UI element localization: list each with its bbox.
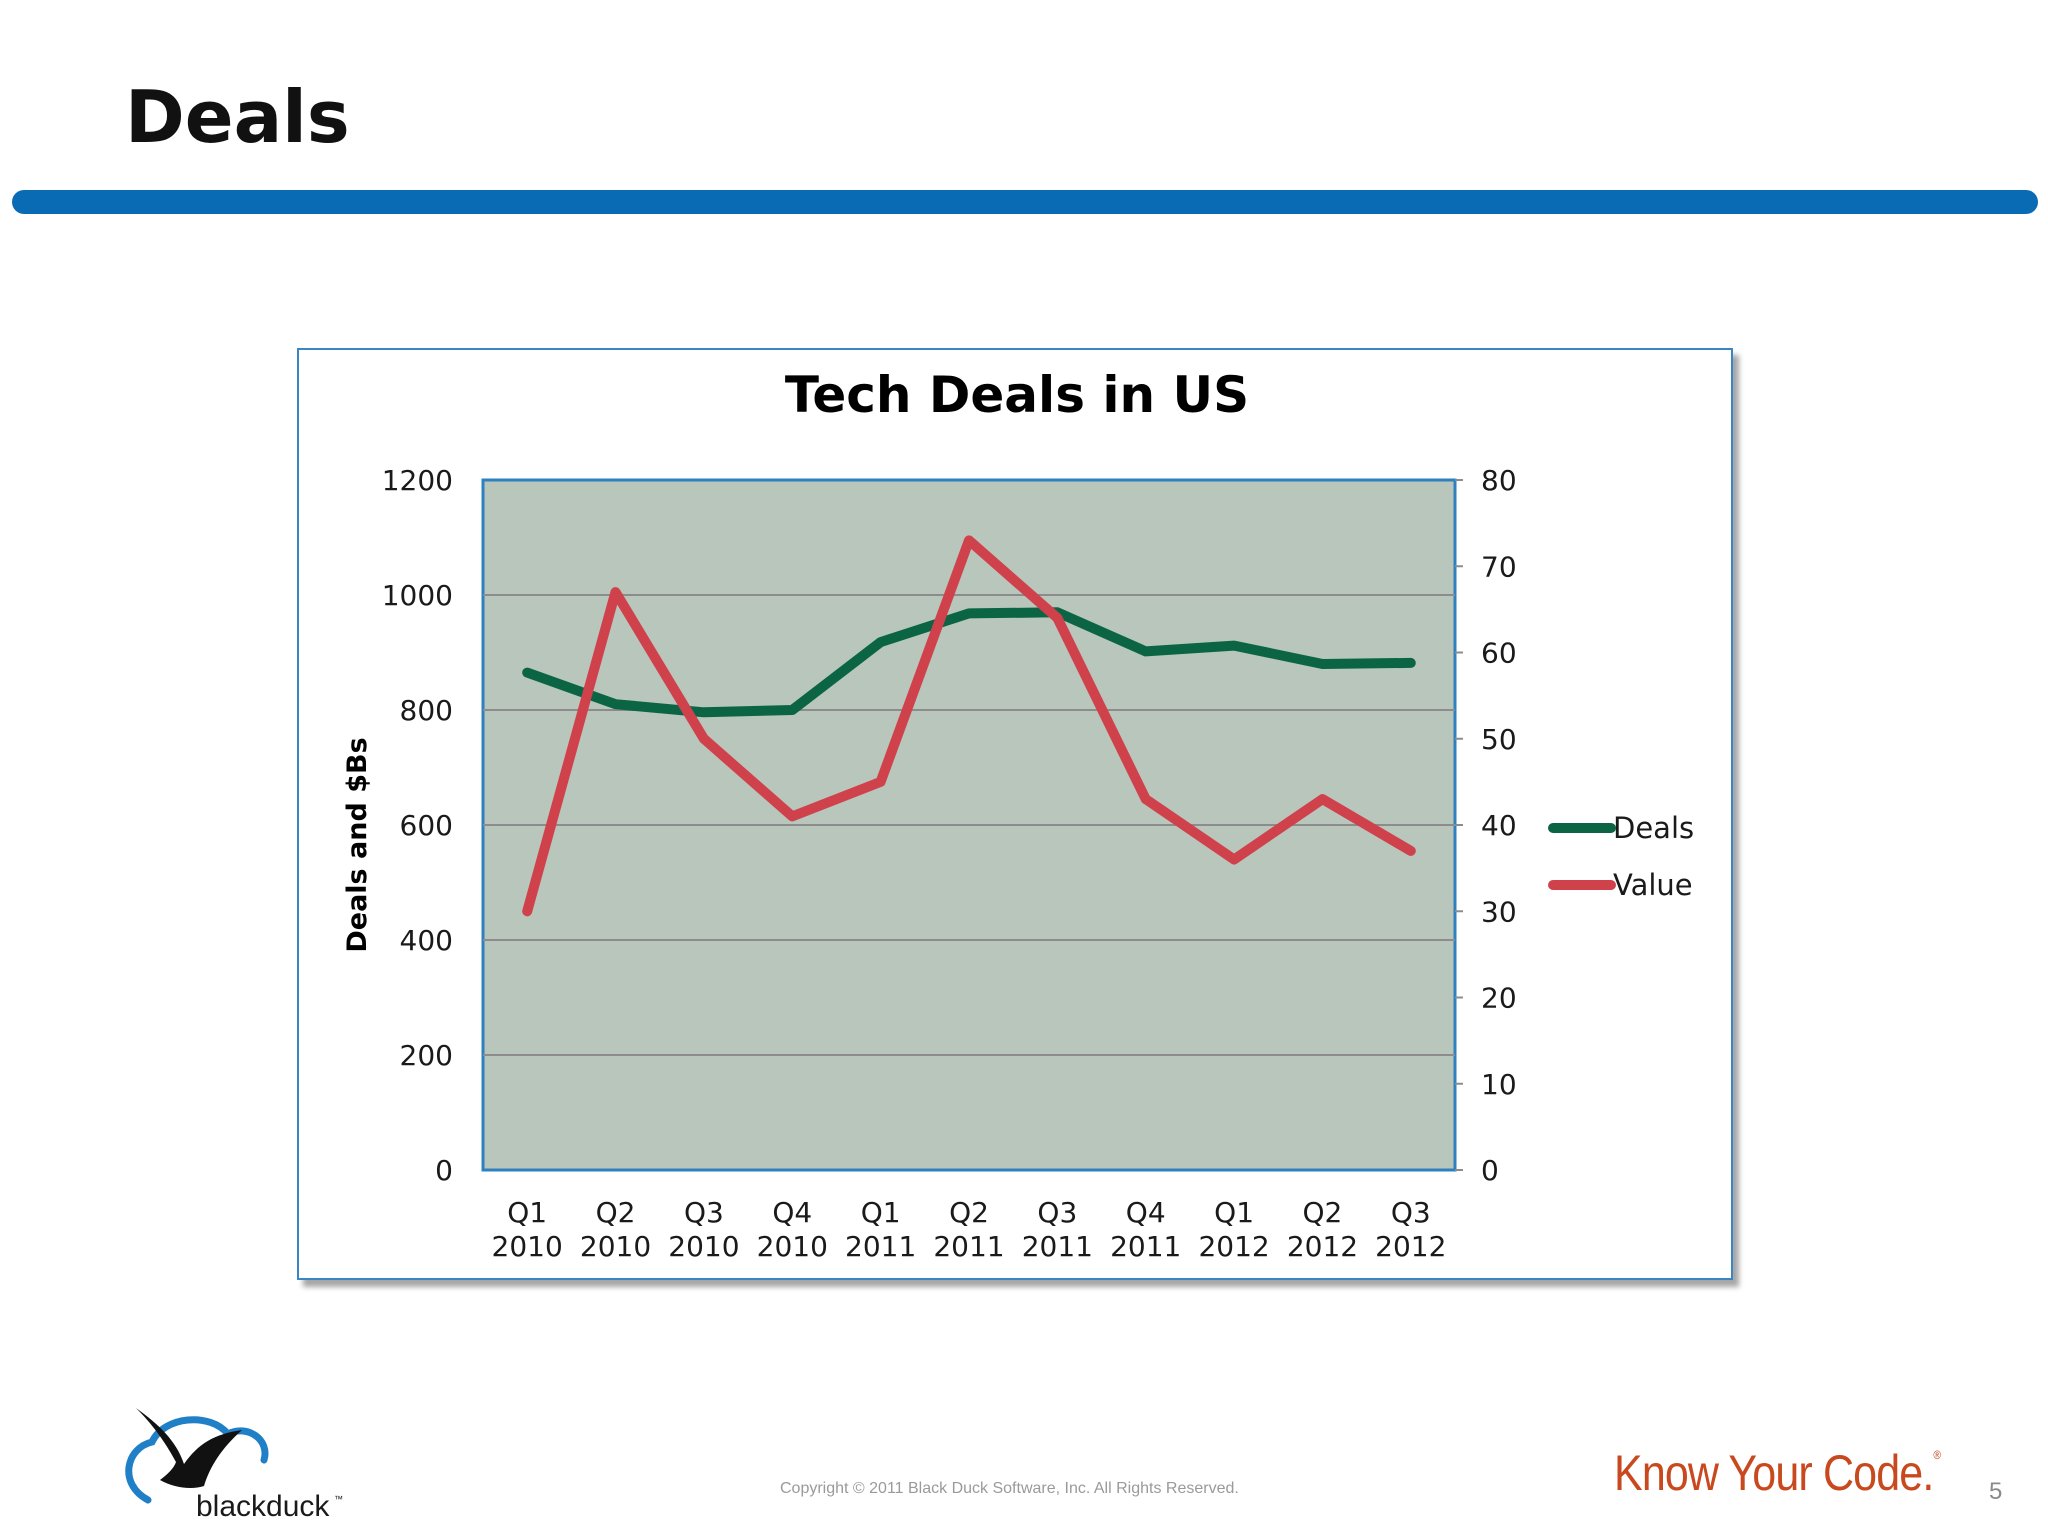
legend-label-deals: Deals	[1613, 811, 1694, 845]
chart-title: Tech Deals in US	[785, 366, 1249, 424]
x-tick-label: Q3	[1391, 1196, 1431, 1229]
tagline-text: Know Your Code.	[1614, 1445, 1934, 1501]
legend-label-value: Value	[1613, 868, 1693, 902]
x-tick-label: Q2	[949, 1196, 989, 1229]
series-line-value	[522, 535, 1416, 917]
legend: Deals Value	[1548, 811, 1694, 902]
x-tick-label: Q4	[772, 1196, 812, 1229]
x-tick-label: Q3	[684, 1196, 724, 1229]
x-tick-label: 2010	[580, 1230, 651, 1263]
logo-wordmark: blackduck	[196, 1490, 330, 1520]
y2-tick-label: 80	[1481, 464, 1517, 497]
x-tick-label: Q1	[861, 1196, 901, 1229]
y-tick-label: 600	[400, 809, 453, 842]
y2-axis-ticks: 0 10 20 30 40 50 60 70 80	[1455, 464, 1517, 1187]
y2-tick-label: 50	[1481, 723, 1517, 756]
y-tick-label: 400	[400, 924, 453, 957]
logo-trademark: ™	[334, 1494, 343, 1504]
y-tick-label: 800	[400, 694, 453, 727]
series-lines	[522, 535, 1416, 917]
x-tick-label: Q2	[1303, 1196, 1343, 1229]
page-number: 5	[1989, 1478, 2003, 1505]
y2-tick-label: 70	[1481, 550, 1517, 583]
x-tick-label: Q2	[596, 1196, 636, 1229]
slide-title: Deals	[125, 75, 350, 159]
gridlines	[483, 594, 1455, 1056]
y2-tick-label: 0	[1481, 1154, 1499, 1187]
x-tick-label: 2010	[668, 1230, 739, 1263]
title-rule	[12, 190, 2038, 214]
y-axis-label: Deals and $Bs	[342, 737, 373, 952]
chart-frame: Tech Deals in US 0 200 400 600 800 1000 1200 0…	[297, 348, 1733, 1280]
x-axis-ticks: Q12010Q22010Q32010Q42010Q12011Q22011Q320…	[492, 1196, 1447, 1263]
x-tick-label: Q1	[507, 1196, 547, 1229]
x-tick-label: 2012	[1287, 1230, 1358, 1263]
y2-tick-label: 60	[1481, 637, 1517, 670]
y2-tick-label: 30	[1481, 895, 1517, 928]
y-tick-label: 200	[400, 1039, 453, 1072]
y-tick-label: 1200	[382, 464, 453, 497]
y2-tick-label: 20	[1481, 982, 1517, 1015]
x-tick-label: Q1	[1214, 1196, 1254, 1229]
tagline: Know Your Code.®	[1614, 1444, 1941, 1502]
x-tick-label: Q3	[1037, 1196, 1077, 1229]
series-line-deals	[522, 607, 1416, 718]
tagline-mark: ®	[1933, 1448, 1941, 1462]
x-tick-label: 2012	[1198, 1230, 1269, 1263]
x-tick-label: 2011	[1022, 1230, 1093, 1263]
x-tick-label: 2011	[933, 1230, 1004, 1263]
y2-tick-label: 10	[1481, 1068, 1517, 1101]
y-tick-label: 1000	[382, 579, 453, 612]
x-tick-label: 2011	[1110, 1230, 1181, 1263]
x-tick-label: 2011	[845, 1230, 916, 1263]
x-tick-label: Q4	[1126, 1196, 1166, 1229]
y2-tick-label: 40	[1481, 809, 1517, 842]
blackduck-logo: blackduck ™	[118, 1404, 358, 1524]
y-axis-ticks: 0 200 400 600 800 1000 1200	[382, 464, 453, 1187]
duck-cloud-icon: blackduck ™	[125, 1408, 343, 1523]
y-tick-label: 0	[435, 1154, 453, 1187]
x-tick-label: 2010	[492, 1230, 563, 1263]
x-tick-label: 2012	[1375, 1230, 1446, 1263]
copyright-notice: Copyright © 2011 Black Duck Software, In…	[780, 1480, 1239, 1497]
x-tick-label: 2010	[757, 1230, 828, 1263]
